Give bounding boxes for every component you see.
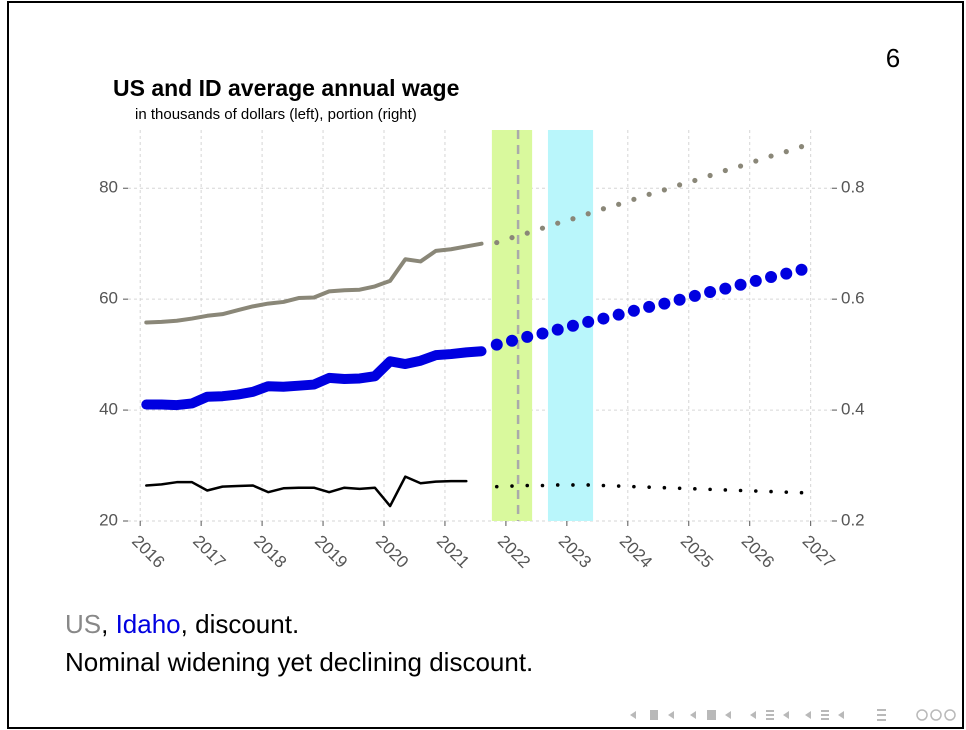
series-line — [144, 241, 484, 325]
forecast-dot — [536, 327, 549, 340]
forecast-dot — [749, 274, 762, 287]
forecast-dot — [658, 297, 671, 310]
forecast-dot — [673, 293, 686, 306]
forecast-dot — [799, 490, 804, 495]
y2-tick-label: 0.6 — [841, 289, 865, 308]
forecast-dot — [521, 330, 534, 343]
forecast-dot — [677, 486, 682, 491]
forecast-dot — [494, 239, 500, 246]
forecast-dot — [509, 234, 515, 241]
forecast-dot — [571, 483, 575, 487]
forecast-dot — [769, 489, 773, 494]
forecast-dot — [570, 216, 576, 222]
forecast-dot — [555, 483, 560, 487]
forecast-dot — [627, 304, 640, 317]
forecast-dot — [784, 490, 789, 494]
forecast-dot — [643, 300, 656, 313]
forecast-dot — [631, 196, 637, 202]
caption-part: , — [101, 609, 115, 639]
forecast-dot — [704, 285, 717, 298]
forecast-dot — [723, 488, 728, 492]
forecast-dot — [783, 149, 789, 155]
forecast-dot — [692, 177, 698, 184]
forecast-dot — [798, 144, 805, 150]
forecast-dot — [632, 484, 636, 489]
forecast-dot — [708, 487, 712, 492]
forecast-dot — [524, 230, 530, 236]
forecast-dot — [597, 312, 610, 325]
caption-part: , discount. — [181, 609, 300, 639]
forecast-dot — [612, 308, 625, 321]
y2-tick-label: 0.2 — [841, 510, 865, 529]
y-tick-label: 40 — [99, 400, 118, 419]
forecast-dot — [600, 206, 607, 212]
caption-2: Nominal widening yet declining discount. — [65, 647, 533, 677]
forecast-dot — [539, 225, 546, 231]
forecast-dot — [662, 485, 667, 490]
nav-icons — [630, 709, 956, 721]
forecast-dot — [795, 263, 808, 276]
forecast-dot — [616, 484, 621, 488]
forecast-dot — [754, 489, 758, 493]
forecast-dot — [780, 267, 793, 280]
forecast-dot — [585, 211, 591, 217]
forecast-dot — [734, 278, 747, 291]
y2-tick-label: 0.4 — [841, 400, 865, 419]
y2-tick-label: 0.8 — [841, 178, 865, 197]
forecast-dot — [555, 220, 561, 226]
forecast-dot — [540, 483, 545, 488]
forecast-dot — [566, 319, 579, 332]
forecast-dot — [616, 201, 622, 207]
forecast-dot — [688, 289, 701, 302]
forecast-dot — [707, 172, 713, 179]
chart-subtitle: in thousands of dollars (left), portion … — [135, 106, 417, 123]
forecast-dot — [661, 187, 667, 193]
forecast-dot — [510, 484, 514, 488]
forecast-dot — [647, 485, 651, 489]
forecast-dot — [737, 163, 744, 169]
y-tick-label: 80 — [99, 178, 118, 197]
chart-title: US and ID average annual wage — [113, 75, 459, 101]
forecast-dot — [677, 182, 683, 188]
y-tick-label: 20 — [99, 510, 118, 529]
forecast-dot — [525, 483, 530, 488]
forecast-dot — [646, 191, 652, 197]
forecast-dot — [693, 487, 697, 491]
forecast-dot — [601, 483, 606, 488]
forecast-band — [491, 130, 533, 521]
forecast-dot — [494, 484, 499, 489]
forecast-dot — [768, 153, 774, 159]
forecast-dot — [753, 158, 759, 164]
series-line — [145, 475, 468, 508]
series-line — [141, 346, 487, 411]
caption: US, Idaho, discount. — [65, 609, 299, 639]
forecast-dot — [490, 338, 503, 351]
y-tick-label: 60 — [99, 289, 118, 308]
slide-frame — [7, 1, 964, 729]
forecast-dot — [719, 282, 732, 295]
forecast-dot — [582, 315, 595, 328]
forecast-dot — [765, 270, 778, 283]
forecast-dot — [586, 483, 590, 487]
forecast-dot — [722, 167, 728, 174]
page-number: 6 — [886, 43, 900, 73]
caption-part: US — [65, 609, 101, 639]
forecast-dot — [506, 334, 518, 347]
caption-part: Idaho — [116, 609, 181, 639]
forecast-dot — [551, 323, 564, 336]
forecast-dot — [738, 488, 743, 493]
